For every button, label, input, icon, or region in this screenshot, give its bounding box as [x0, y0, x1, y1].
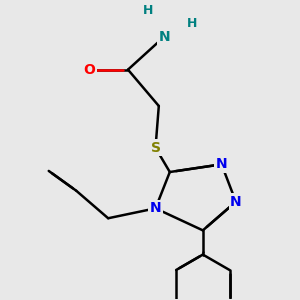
Text: N: N — [230, 195, 242, 209]
Text: H: H — [142, 4, 153, 17]
Text: S: S — [151, 141, 160, 155]
Text: H: H — [187, 17, 197, 30]
Text: N: N — [158, 30, 170, 44]
Text: N: N — [150, 201, 161, 215]
Text: N: N — [216, 157, 227, 171]
Text: O: O — [83, 63, 95, 76]
